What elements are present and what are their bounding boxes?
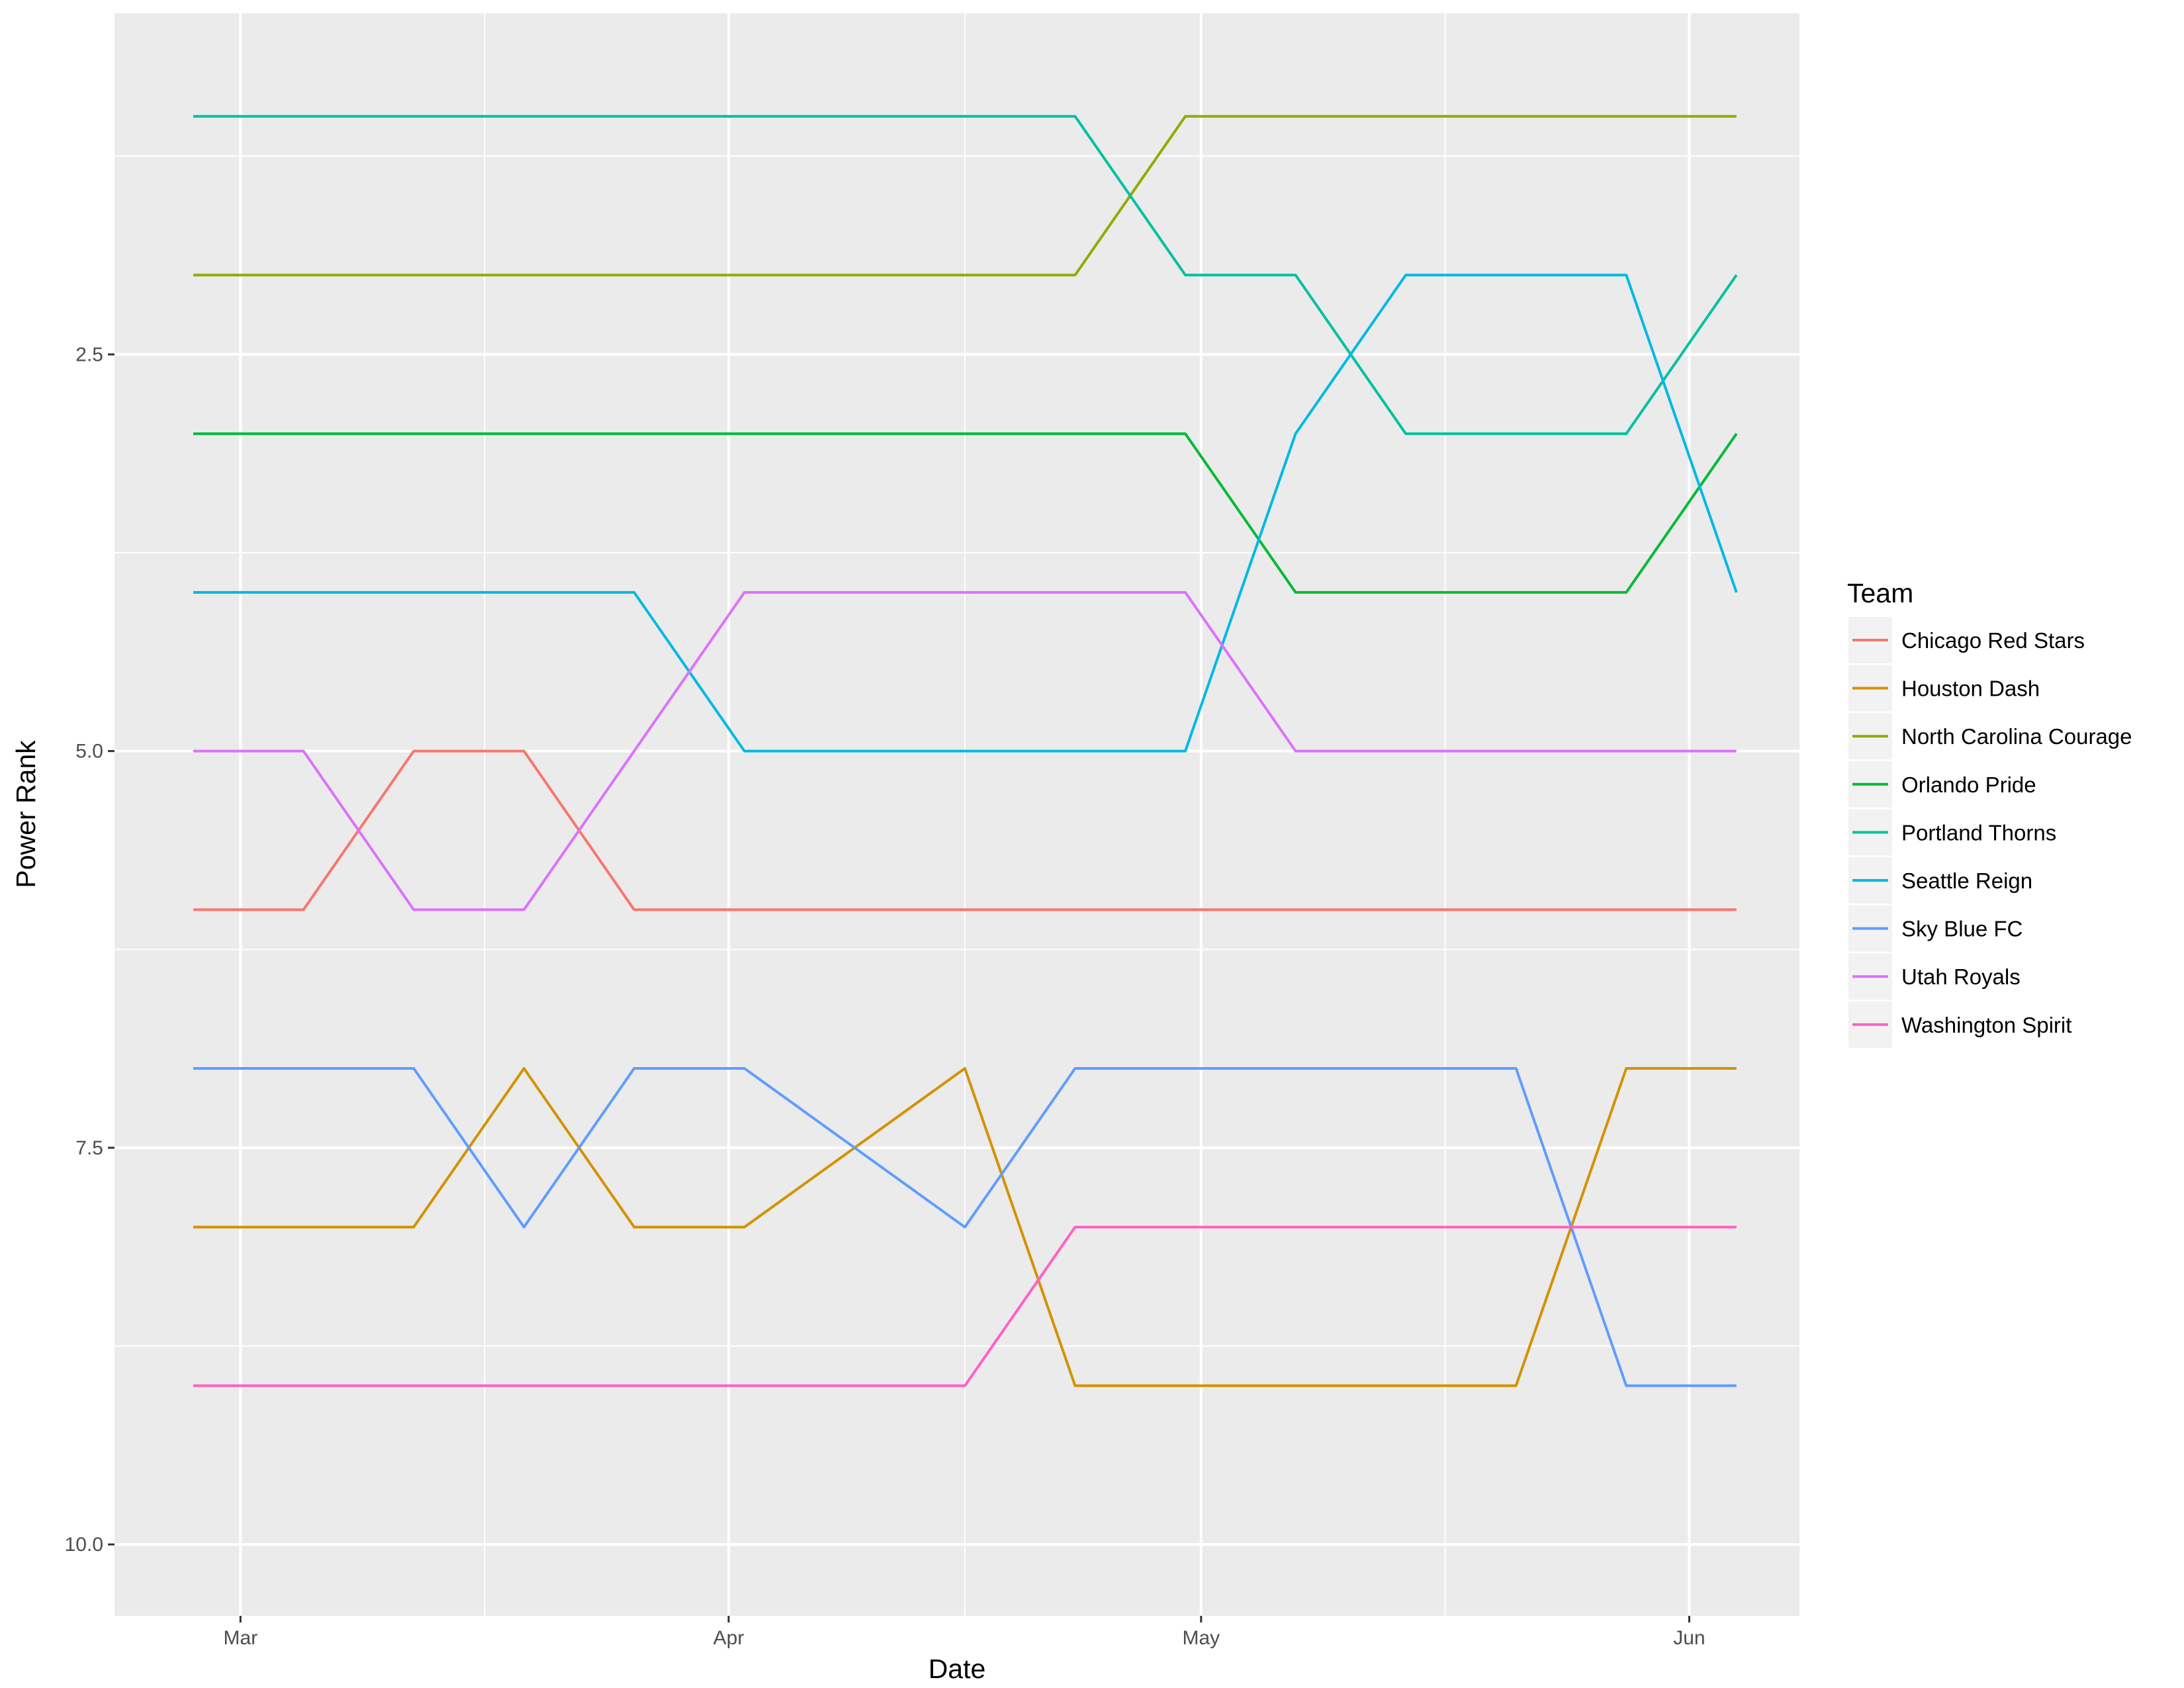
legend-label: North Carolina Courage — [1901, 724, 2132, 749]
series-line — [193, 115, 1738, 436]
series-line — [193, 273, 1738, 753]
series-line — [193, 590, 1737, 912]
legend-label: Portland Thorns — [1901, 820, 2056, 845]
y-tick-label: 5.0 — [75, 741, 103, 763]
y-tick-label: 10.0 — [65, 1534, 103, 1556]
legend-label: Orlando Pride — [1901, 773, 2036, 797]
x-tick-label: Apr — [713, 1627, 745, 1649]
series-line — [193, 115, 1737, 277]
series-line — [193, 1225, 1737, 1387]
legend-label: Houston Dash — [1901, 677, 2040, 701]
series-line — [193, 432, 1738, 594]
legend-label: Washington Spirit — [1901, 1013, 2071, 1037]
legend-title: Team — [1847, 578, 1913, 608]
y-axis: 2.5 5.0 7.5 10.0 — [65, 344, 114, 1556]
series-line — [193, 1067, 1737, 1387]
legend: Team Chicago Red Stars Houston Dash North … — [1847, 578, 2132, 1048]
series-lines — [193, 115, 1738, 1387]
minor-gridlines — [114, 13, 1799, 1616]
plot-panel — [114, 13, 1799, 1616]
x-axis: Mar Apr May Jun — [224, 1616, 1706, 1649]
legend-label: Seattle Reign — [1901, 868, 2032, 893]
y-axis-title: Power Rank — [11, 740, 41, 888]
series-line — [193, 1067, 1737, 1387]
x-tick-label: Mar — [224, 1627, 258, 1649]
series-line — [193, 749, 1737, 912]
x-tick-label: Jun — [1673, 1627, 1705, 1649]
y-tick-label: 7.5 — [75, 1137, 103, 1159]
legend-label: Chicago Red Stars — [1901, 628, 2085, 653]
y-tick-label: 2.5 — [75, 344, 103, 365]
legend-label: Sky Blue FC — [1901, 917, 2023, 941]
legend-label: Utah Royals — [1901, 964, 2021, 989]
x-tick-label: May — [1182, 1627, 1220, 1649]
x-axis-title: Date — [929, 1654, 986, 1684]
